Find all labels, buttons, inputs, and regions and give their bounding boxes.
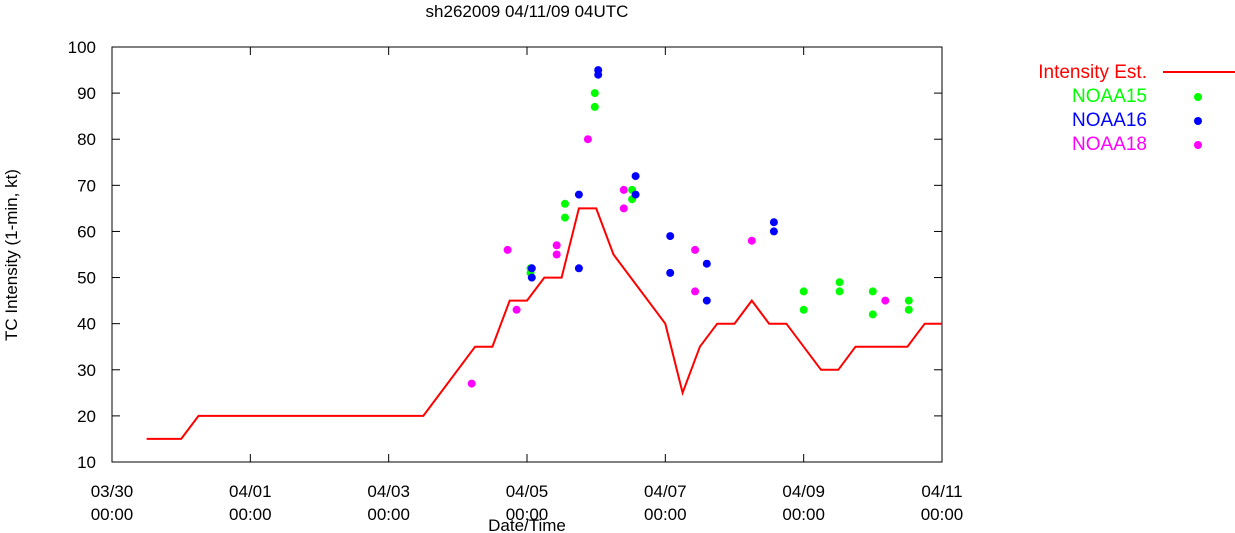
- data-point: [503, 245, 512, 254]
- y-tick-label: 90: [77, 84, 96, 103]
- data-point: [619, 185, 628, 194]
- legend: Intensity Est. NOAA15 NOAA16 NOAA18: [1038, 62, 1235, 155]
- data-point: [574, 264, 583, 273]
- data-point: [561, 199, 569, 208]
- data-point: [552, 250, 561, 259]
- legend-label: NOAA16: [1072, 110, 1147, 131]
- axes: 10 20 30 40 50 60 70 80 90 100 03/30 00:00 04/01 00:0…: [68, 38, 964, 524]
- data-point: [835, 278, 844, 287]
- x-tick-label: 00:00: [644, 505, 687, 524]
- x-tick-label: 00:00: [506, 505, 549, 524]
- data-point: [527, 264, 536, 273]
- series-line: [146, 207, 942, 440]
- data-point: [552, 241, 561, 250]
- x-tick-label: 03/30: [91, 482, 134, 501]
- y-tick-label: 70: [77, 176, 96, 195]
- y-tick-label: 60: [77, 222, 96, 241]
- y-tick-label: 10: [77, 453, 96, 472]
- y-tick-label: 40: [77, 315, 96, 334]
- data-point: [702, 296, 711, 305]
- data-point: [799, 287, 808, 296]
- data-point: [512, 305, 521, 314]
- legend-label: Intensity Est.: [1038, 62, 1147, 83]
- legend-dot-swatch: [1194, 117, 1202, 125]
- y-tick-label: 30: [77, 361, 96, 380]
- data-point: [631, 190, 640, 199]
- x-tick-label: 04/01: [229, 482, 272, 501]
- data-point: [666, 232, 675, 241]
- data-point: [904, 296, 913, 305]
- y-tick-label: 100: [68, 38, 96, 57]
- data-point: [691, 245, 700, 254]
- legend-label: NOAA15: [1072, 86, 1147, 107]
- data-point: [868, 287, 877, 296]
- data-point: [590, 89, 599, 98]
- x-tick-label: 04/09: [782, 482, 825, 501]
- data-point: [666, 268, 675, 277]
- x-tick-label: 00:00: [229, 505, 272, 524]
- x-tick-label: 04/05: [506, 482, 549, 501]
- data-point: [561, 213, 569, 222]
- x-axis-label: Date/Time: [488, 516, 566, 533]
- x-tick-label: 00:00: [367, 505, 410, 524]
- data-point: [702, 259, 711, 268]
- data-point: [799, 305, 808, 314]
- data-point: [583, 135, 592, 144]
- data-point: [868, 310, 877, 319]
- plot-area: [146, 66, 942, 440]
- x-tick-label: 00:00: [921, 505, 964, 524]
- y-axis-label: TC Intensity (1-min, kt): [2, 169, 21, 341]
- legend-label: NOAA18: [1072, 134, 1147, 155]
- x-tick-label: 04/03: [367, 482, 410, 501]
- legend-dot-swatch: [1194, 141, 1202, 149]
- x-tick-label: 00:00: [91, 505, 134, 524]
- x-tick-label: 04/11: [921, 482, 962, 501]
- x-tick-label: 04/07: [644, 482, 687, 501]
- legend-dot-swatch: [1194, 93, 1202, 101]
- y-tick-label: 50: [77, 269, 96, 288]
- x-tick-label: 00:00: [782, 505, 825, 524]
- data-point: [631, 172, 640, 181]
- chart-title: sh262009 04/11/09 04UTC: [426, 2, 629, 21]
- data-point: [769, 218, 778, 227]
- data-point: [904, 305, 913, 314]
- data-point: [835, 287, 844, 296]
- data-point: [467, 379, 476, 388]
- data-point: [527, 273, 536, 282]
- data-point: [594, 70, 603, 79]
- data-point: [590, 102, 599, 111]
- data-point: [619, 204, 628, 213]
- y-tick-label: 20: [77, 407, 96, 426]
- y-tick-label: 80: [77, 130, 96, 149]
- data-point: [769, 227, 778, 236]
- data-point: [881, 296, 890, 305]
- data-point: [574, 190, 583, 199]
- data-point: [691, 287, 700, 296]
- data-point: [747, 236, 756, 245]
